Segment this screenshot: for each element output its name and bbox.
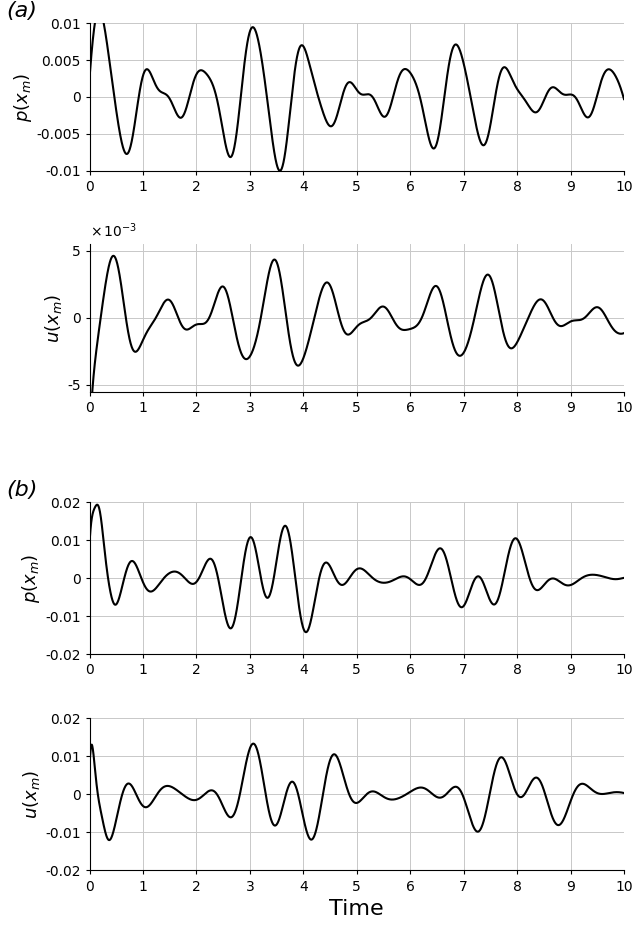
Y-axis label: $u(x_m)$: $u(x_m)$ xyxy=(43,293,64,343)
Text: $\times\,10^{-3}$: $\times\,10^{-3}$ xyxy=(90,222,137,240)
Y-axis label: $p(x_m)$: $p(x_m)$ xyxy=(20,554,42,603)
Text: (a): (a) xyxy=(6,2,37,21)
Y-axis label: $u(x_m)$: $u(x_m)$ xyxy=(21,770,42,819)
X-axis label: Time: Time xyxy=(330,899,384,919)
Text: (b): (b) xyxy=(6,480,38,500)
Y-axis label: $p(x_m)$: $p(x_m)$ xyxy=(12,73,33,122)
